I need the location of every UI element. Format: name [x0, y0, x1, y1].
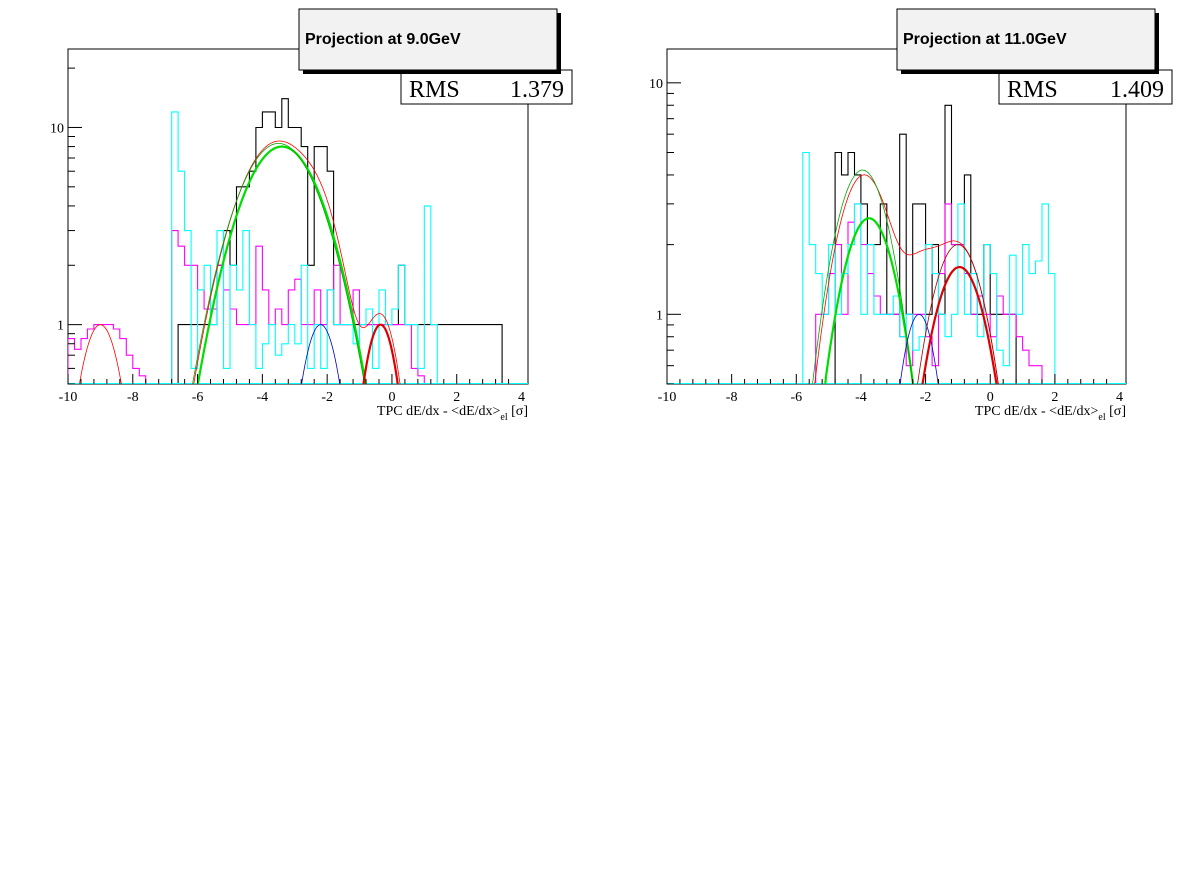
title-box: [298, 8, 558, 71]
x-tick-label: -4: [257, 390, 269, 405]
stats-box: [400, 69, 573, 105]
fit-curve-3: [899, 313, 939, 384]
fit-curve-2: [812, 169, 914, 384]
histogram-series-1: [815, 203, 1043, 384]
histogram-series-2: [171, 111, 438, 384]
plot-area: [68, 98, 528, 384]
histogram-series-0: [177, 98, 503, 384]
fit-curve-1: [196, 145, 367, 384]
chart-title: Projection at 11.0GeV: [903, 31, 1067, 48]
y-tick-label: 1: [57, 319, 64, 334]
x-tick-label: -6: [192, 390, 204, 405]
stats-label: RMS: [1007, 77, 1058, 103]
plot-area: [667, 104, 1126, 384]
x-tick-label: 0: [987, 390, 994, 405]
x-tick-label: -10: [658, 390, 677, 405]
y-tick-label: 10: [50, 121, 64, 136]
chart-title: Projection at 9.0GeV: [305, 31, 461, 48]
histogram-series-1: [68, 230, 425, 384]
fit-curve-0: [79, 140, 401, 384]
stats-box: [998, 69, 1173, 105]
x-axis-title-subscript: el: [1098, 412, 1105, 423]
x-tick-label: 0: [388, 390, 395, 405]
x-tick-label: -8: [726, 390, 738, 405]
x-tick-label: -2: [321, 390, 333, 405]
y-tick-label: 1: [656, 308, 663, 323]
y-axis: 1 10: [649, 77, 681, 385]
x-axis-title-main: TPC dE/dx - <dE/dx>: [975, 404, 1099, 419]
x-tick-label: 2: [453, 390, 460, 405]
fit-curve-0: [814, 174, 999, 384]
x-tick-label: -2: [920, 390, 932, 405]
stats-label: RMS: [409, 77, 460, 103]
fit-curve-2: [192, 143, 365, 384]
x-axis-title-main: TPC dE/dx - <dE/dx>: [377, 404, 501, 419]
x-tick-label: 4: [518, 390, 525, 405]
fit-curve-5: [917, 244, 999, 384]
x-axis-title-unit: [σ]: [1106, 404, 1126, 419]
stats-value: 1.409: [1110, 77, 1164, 103]
x-tick-label: -8: [127, 390, 139, 405]
y-tick-label: 10: [649, 77, 663, 92]
x-axis-title: TPC dE/dx - <dE/dx>el [σ]: [377, 404, 528, 423]
y-axis: 1 10: [50, 67, 82, 385]
x-tick-label: -10: [59, 390, 78, 405]
x-tick-label: -4: [855, 390, 867, 405]
x-tick-label: -6: [790, 390, 802, 405]
x-tick-label: 2: [1051, 390, 1058, 405]
x-axis-title-unit: [σ]: [508, 404, 528, 419]
x-axis-title: TPC dE/dx - <dE/dx>el [σ]: [975, 404, 1126, 423]
fit-curve-3: [301, 324, 341, 384]
fit-curve-1: [824, 217, 915, 384]
stats-value: 1.379: [510, 77, 564, 103]
x-tick-label: 4: [1116, 390, 1123, 405]
title-box: [896, 8, 1156, 71]
fit-curve-4: [362, 323, 399, 384]
x-axis-title-subscript: el: [500, 412, 507, 423]
